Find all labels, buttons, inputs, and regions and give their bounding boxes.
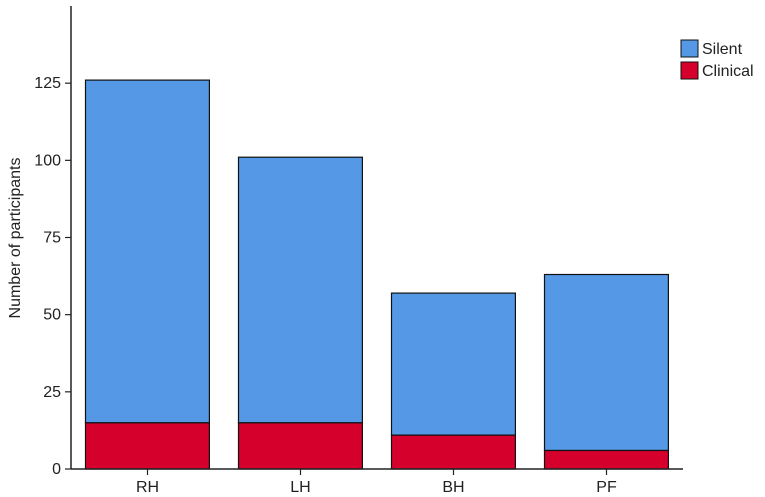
y-tick-label: 25 <box>43 384 61 401</box>
y-tick-label: 0 <box>52 461 61 478</box>
y-tick-label: 75 <box>43 230 61 247</box>
bar-silent-rh <box>84 79 211 424</box>
bar-clinical-bh <box>390 434 517 470</box>
bar-clinical-rh <box>84 422 211 470</box>
x-tick-label-bh: BH <box>442 479 464 496</box>
legend-swatch-clinical <box>680 61 699 80</box>
y-tick-label: 50 <box>43 307 61 324</box>
bar-clinical-pf <box>543 449 670 470</box>
y-axis-ticks: 0 25 50 75 100 125 <box>34 75 71 478</box>
bar-clinical-lh <box>237 422 364 470</box>
bar-silent-pf <box>543 273 670 451</box>
legend-swatch-silent <box>680 39 699 58</box>
plot-area <box>84 79 670 470</box>
y-tick-label: 125 <box>34 75 61 92</box>
legend: Silent Clinical <box>680 39 754 80</box>
x-tick-label-pf: PF <box>596 479 617 496</box>
bar-silent-bh <box>390 292 517 436</box>
x-tick-label-rh: RH <box>136 479 159 496</box>
y-axis-title: Number of participants <box>7 158 24 319</box>
x-axis-ticks: RH LH BH PF <box>136 469 617 496</box>
legend-label-clinical: Clinical <box>702 63 754 80</box>
bar-silent-lh <box>237 156 364 424</box>
y-tick-label: 100 <box>34 152 61 169</box>
legend-label-silent: Silent <box>702 41 743 58</box>
x-tick-label-lh: LH <box>290 479 310 496</box>
